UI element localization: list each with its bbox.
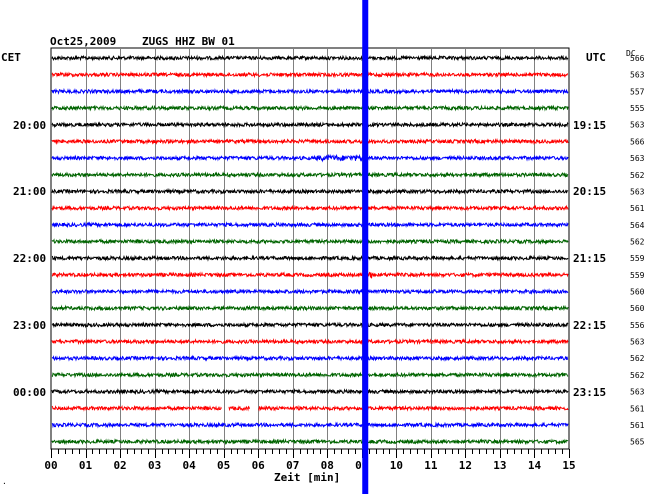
left-hour-label: 21:00 <box>13 185 47 199</box>
right-hour-label: 21:15 <box>573 252 607 266</box>
trace-line <box>51 421 569 429</box>
right-hour-label: 23:15 <box>573 385 607 399</box>
dc-value: 562 <box>630 237 645 246</box>
trace-line <box>51 388 569 396</box>
x-tick-label: 10 <box>390 459 403 472</box>
station-label: ZUGS HHZ BW 01 <box>142 35 235 48</box>
left-timezone-label: CET <box>1 51 21 64</box>
date-label: Oct25,2009 <box>50 35 117 48</box>
trace-line <box>51 271 569 279</box>
trace-line <box>51 238 569 245</box>
right-hour-label: 19:15 <box>573 118 607 132</box>
dc-value: 562 <box>630 371 645 380</box>
dc-value: 560 <box>630 304 645 313</box>
left-hour-label: 20:00 <box>13 118 47 132</box>
x-tick-label: 01 <box>79 459 93 472</box>
trace-line <box>51 287 569 296</box>
x-axis-label: Zeit [min] <box>274 471 341 484</box>
dc-value: 559 <box>630 271 645 280</box>
dc-value: 561 <box>630 404 645 413</box>
dc-value: 563 <box>630 338 645 347</box>
trace-line <box>51 54 569 62</box>
trace-line <box>51 121 569 129</box>
trace-line <box>51 321 569 329</box>
dc-value: 559 <box>630 254 645 263</box>
dc-value: 563 <box>630 388 645 397</box>
x-tick-label: 13 <box>493 459 506 472</box>
dc-value: 562 <box>630 171 645 180</box>
trace-line <box>51 371 569 379</box>
trace-line <box>51 71 568 79</box>
x-tick-label: 05 <box>217 459 230 472</box>
x-tick-label: 06 <box>252 459 266 472</box>
x-tick-label: 12 <box>459 459 472 472</box>
dc-value: 564 <box>630 221 645 230</box>
dc-value: 560 <box>630 288 645 297</box>
dc-value: 563 <box>630 71 645 80</box>
left-hour-label: 23:00 <box>13 318 47 332</box>
dc-value: 566 <box>630 137 645 146</box>
dc-value: 557 <box>630 87 645 96</box>
corner-mark: . <box>2 477 7 486</box>
dc-value: 555 <box>630 104 645 113</box>
right-hour-label: 20:15 <box>573 185 607 199</box>
x-tick-label: 03 <box>148 459 161 472</box>
dc-value: 566 <box>630 54 645 63</box>
trace-line <box>51 221 569 229</box>
trace-line <box>51 354 569 362</box>
dc-value: 563 <box>630 187 645 196</box>
dc-value: 563 <box>630 121 645 130</box>
trace-line <box>51 404 569 412</box>
dc-label: DC <box>626 49 636 58</box>
trace-line <box>51 438 569 446</box>
dc-value: 561 <box>630 204 645 213</box>
trace-line <box>51 104 569 112</box>
plot-frame <box>50 47 570 450</box>
x-tick-label: 08 <box>321 459 334 472</box>
dc-value: 562 <box>630 354 645 363</box>
right-hour-label: 22:15 <box>573 318 607 332</box>
trace-line <box>51 254 569 262</box>
x-tick-label: 11 <box>424 459 438 472</box>
x-tick-label: 00 <box>44 459 57 472</box>
trace-line <box>51 87 569 95</box>
x-tick-label: 14 <box>528 459 542 472</box>
dc-value: 563 <box>630 154 645 163</box>
x-tick-label: 15 <box>562 459 575 472</box>
x-tick-label: 04 <box>183 459 197 472</box>
right-timezone-label: UTC <box>586 51 606 64</box>
left-hour-label: 00:00 <box>13 385 47 399</box>
x-tick-label: 02 <box>113 459 126 472</box>
x-tick-label: 07 <box>286 459 299 472</box>
dc-value: 565 <box>630 438 645 447</box>
left-hour-label: 22:00 <box>13 252 47 266</box>
trace-line <box>51 304 569 312</box>
trace-line <box>51 338 569 346</box>
trace-line <box>51 153 569 163</box>
trace-line <box>51 204 569 212</box>
event-marker-line <box>362 0 369 494</box>
trace-line <box>51 137 569 145</box>
dc-value: 556 <box>630 321 645 330</box>
trace-line <box>51 187 569 195</box>
dc-value: 561 <box>630 421 645 430</box>
trace-line <box>51 171 569 179</box>
